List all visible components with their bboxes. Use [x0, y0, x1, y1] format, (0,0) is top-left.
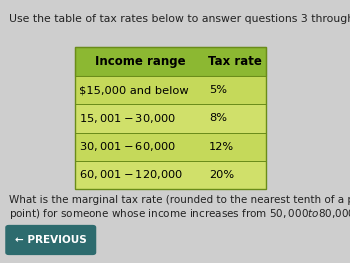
Text: ← PREVIOUS: ← PREVIOUS — [15, 235, 87, 245]
Text: $60,001-$120,000: $60,001-$120,000 — [79, 168, 184, 181]
Text: 20%: 20% — [209, 170, 234, 180]
Text: 8%: 8% — [209, 113, 227, 124]
Text: Use the table of tax rates below to answer questions 3 through 7.: Use the table of tax rates below to answ… — [9, 14, 350, 24]
Text: What is the marginal tax rate (rounded to the nearest tenth of a percentage
poin: What is the marginal tax rate (rounded t… — [9, 195, 350, 221]
Text: $15,000 and below: $15,000 and below — [79, 85, 189, 95]
Text: $30,001-$60,000: $30,001-$60,000 — [79, 140, 176, 153]
Text: 12%: 12% — [209, 141, 234, 152]
Text: 5%: 5% — [209, 85, 227, 95]
Text: Tax rate: Tax rate — [209, 55, 262, 68]
Text: Income range: Income range — [95, 55, 185, 68]
Text: $15,001-$30,000: $15,001-$30,000 — [79, 112, 176, 125]
